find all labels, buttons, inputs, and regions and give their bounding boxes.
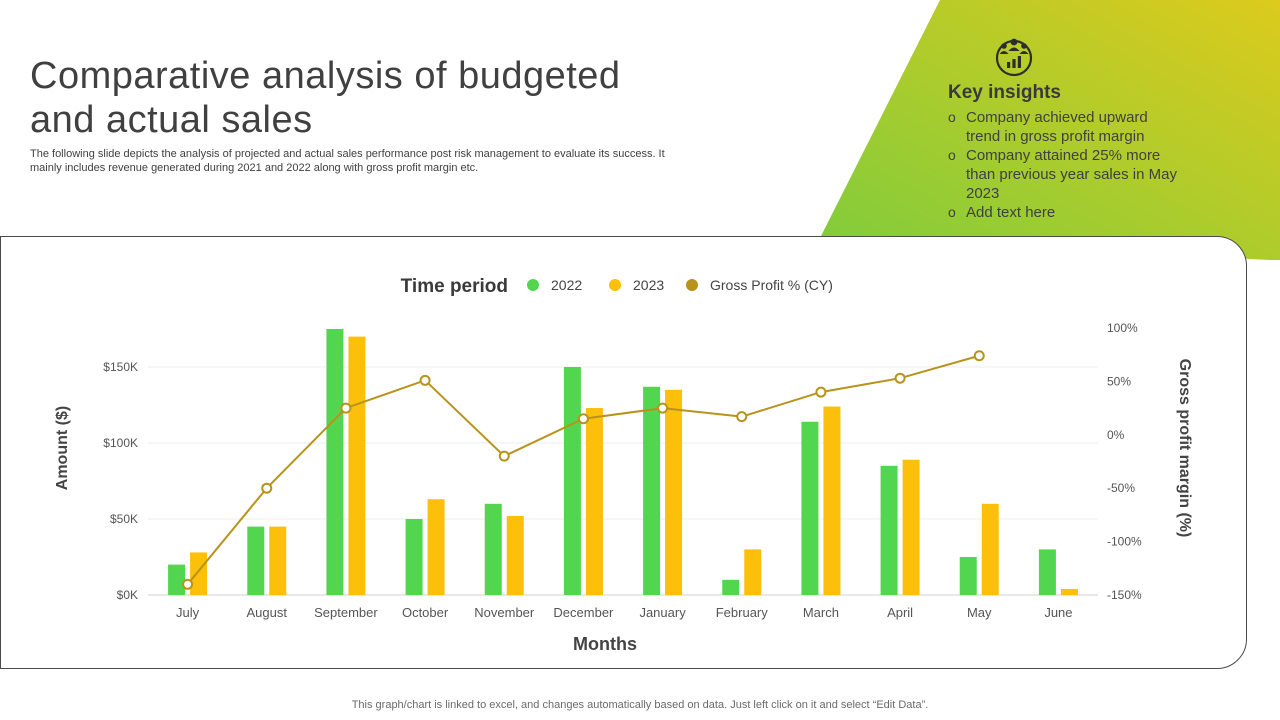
bar-2022	[722, 579, 740, 595]
bar-2023	[506, 515, 524, 595]
insight-item: Company attained 25% more than previous …	[948, 146, 1178, 203]
legend-label: 2022	[551, 277, 582, 293]
footer-note: This graph/chart is linked to excel, and…	[351, 699, 929, 711]
insights-heading: Key insights	[948, 82, 1061, 103]
insights-list: Company achieved upward trend in gross p…	[948, 108, 1178, 222]
legend-swatch-gross-profit-cy-	[686, 279, 698, 291]
bar-2022	[563, 367, 581, 595]
gross-profit-point	[498, 450, 510, 462]
bar-2023	[190, 552, 208, 595]
gross-profit-point	[815, 386, 827, 398]
y2-tick-label: 100%	[1107, 321, 1138, 335]
gross-profit-point	[657, 402, 669, 414]
x-tick-label: September	[314, 605, 378, 620]
page-subtitle: The following slide depicts the analysis…	[30, 148, 665, 174]
x-tick-label: July	[176, 605, 200, 620]
bar-2022	[1038, 549, 1056, 595]
combo-chart[interactable]: $0K $50K $100K $150K -150% -100% -50% 0% 50% 100%…	[1, 237, 1248, 670]
bar-2022	[643, 386, 661, 595]
bar-2022	[326, 329, 344, 595]
y2-tick-label: -150%	[1107, 588, 1142, 602]
gross-profit-point	[894, 372, 906, 384]
bar-2022	[247, 526, 265, 595]
x-tick-label: December	[553, 605, 614, 620]
gross-profit-point	[577, 413, 589, 425]
bar-2023	[981, 503, 999, 595]
x-tick-label: October	[402, 605, 449, 620]
bar-2023	[744, 549, 762, 595]
x-tick-label: February	[716, 605, 769, 620]
x-tick-label: August	[247, 605, 288, 620]
bar-2023	[427, 499, 445, 595]
gross-profit-point	[340, 402, 352, 414]
bar-2022	[801, 421, 819, 595]
legend-label: Gross Profit % (CY)	[710, 277, 833, 293]
legend-title: Time period	[401, 276, 508, 297]
y2-tick-label: -50%	[1107, 481, 1135, 495]
bar-2022	[880, 465, 898, 595]
y-tick-label: $50K	[110, 512, 138, 526]
bar-2022	[484, 503, 502, 595]
y-axis-title: Amount ($)	[54, 406, 71, 490]
gross-profit-point	[736, 411, 748, 423]
x-tick-label: November	[474, 605, 535, 620]
x-tick-label: January	[639, 605, 686, 620]
chart-card[interactable]: $0K $50K $100K $150K -150% -100% -50% 0% 50% 100%…	[0, 236, 1247, 669]
bar-2023	[665, 389, 683, 595]
bar-2023	[902, 459, 920, 595]
x-tick-label: April	[887, 605, 913, 620]
bar-2023	[348, 336, 366, 595]
y-tick-label: $100K	[103, 436, 138, 450]
y-tick-label: $0K	[117, 588, 138, 602]
gross-profit-point	[182, 578, 194, 590]
bar-2023	[823, 406, 841, 595]
insight-item: Add text here	[948, 203, 1178, 222]
legend-label: 2023	[633, 277, 664, 293]
team-growth-icon	[995, 38, 1033, 77]
bar-2023	[585, 408, 603, 595]
y2-tick-label: 0%	[1107, 428, 1125, 442]
x-tick-label: March	[803, 605, 839, 620]
page-title: Comparative analysis of budgeted and act…	[30, 55, 621, 141]
x-tick-label: June	[1044, 605, 1072, 620]
gross-profit-point	[419, 374, 431, 386]
bar-2022	[959, 557, 977, 595]
legend-swatch-2022	[527, 279, 539, 291]
gross-profit-line	[186, 354, 980, 585]
y2-axis-title: Gross profit margin (%)	[1176, 359, 1193, 538]
y2-tick-label: -100%	[1107, 535, 1142, 549]
bar-2022	[168, 564, 186, 595]
y2-tick-label: 50%	[1107, 374, 1131, 388]
bar-2023	[269, 526, 287, 595]
bar-2023	[1060, 588, 1078, 595]
insight-item: Company achieved upward trend in gross p…	[948, 108, 1178, 146]
x-axis-title: Months	[573, 634, 637, 654]
y-tick-label: $150K	[103, 360, 138, 374]
gross-profit-point	[973, 350, 985, 362]
gross-profit-point	[261, 482, 273, 494]
x-tick-label: May	[967, 605, 992, 620]
legend-swatch-2023	[609, 279, 621, 291]
bar-2022	[405, 519, 423, 595]
